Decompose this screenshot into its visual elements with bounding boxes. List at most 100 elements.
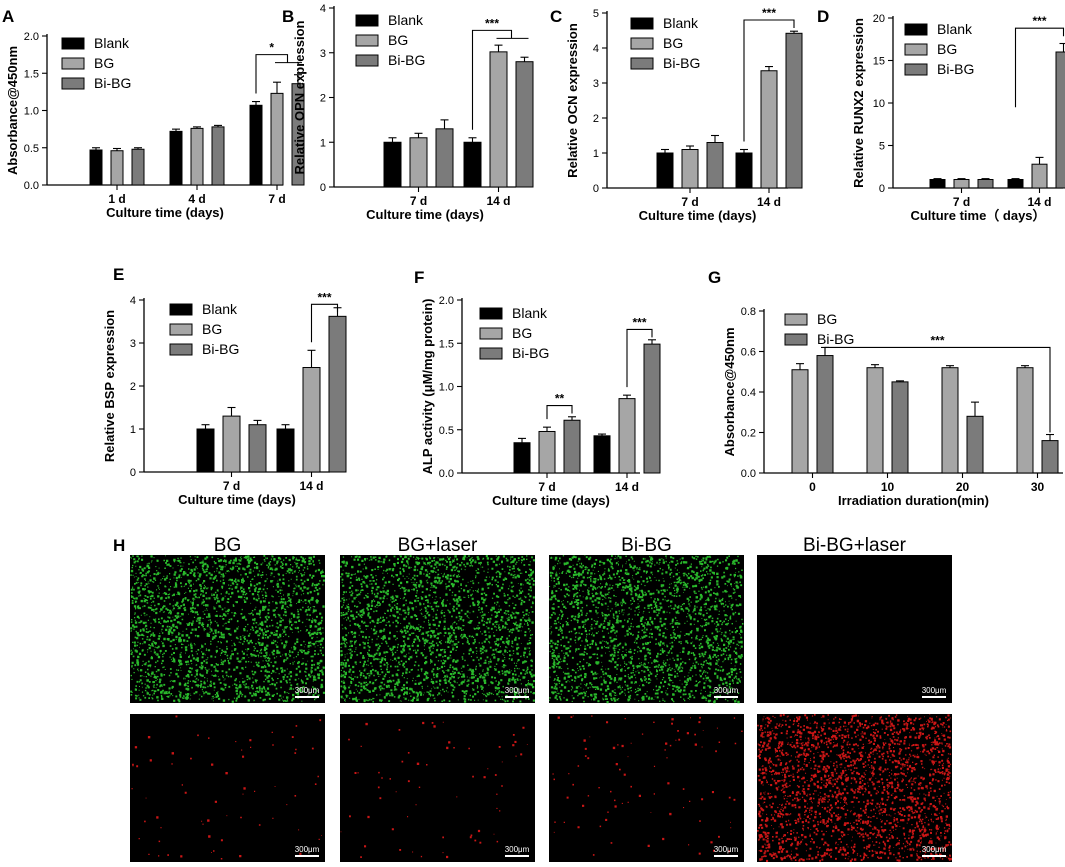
x-axis-title: Irradiation duration(min) [838, 493, 989, 508]
legend-label: Blank [388, 12, 424, 28]
y-tick-label: 4 [320, 3, 326, 15]
bar [435, 128, 454, 188]
y-tick-label: 1.0 [24, 106, 39, 118]
legend-swatch [630, 17, 654, 30]
bar [328, 315, 347, 473]
x-tick-label: 7 d [953, 195, 970, 209]
significance-label: * [269, 41, 274, 55]
micrograph-green-1: 300μm [130, 555, 325, 703]
bar [89, 149, 103, 186]
panel-label-B: B [282, 7, 294, 26]
significance-label: *** [632, 315, 646, 329]
y-tick-label: 0.8 [741, 306, 756, 318]
bar [816, 355, 834, 474]
bar [1007, 179, 1024, 189]
x-axis-title: Culture time (days) [492, 493, 610, 508]
legend-label: Bi-BG [663, 55, 700, 71]
micrograph-red-3: 300μm [549, 714, 744, 862]
y-tick-label: 0.0 [24, 180, 39, 192]
legend-swatch [904, 23, 928, 36]
column-title: Bi-BG+laser [803, 535, 907, 556]
bar [593, 435, 611, 474]
bar [538, 430, 556, 474]
y-tick-label: 1 [593, 148, 599, 160]
y-tick-label: 4 [130, 295, 136, 307]
bar [211, 126, 225, 186]
column-title: Bi-BG [621, 535, 672, 556]
legend-label: BG [202, 321, 222, 337]
micrograph-panel: H BG BG+laser Bi-BG Bi-BG+laser 300μm 300μm 300… [113, 535, 952, 862]
legend-label: Bi-BG [202, 341, 239, 357]
significance-label: *** [1032, 14, 1046, 28]
legend-swatch [169, 303, 193, 316]
scale-bar-label: 300μm [922, 845, 947, 854]
x-tick-label: 7 d [681, 195, 698, 209]
x-tick-label: 7 d [538, 480, 555, 494]
bar [656, 152, 674, 189]
x-axis-title: Culture time (days) [178, 492, 296, 507]
panel-label-F: F [414, 268, 424, 287]
x-tick-label: 20 [956, 480, 970, 494]
bar [190, 127, 204, 186]
y-axis-title: Relative BSP expression [102, 310, 117, 462]
micrograph-green-2: 300μm [340, 555, 536, 703]
bar [131, 148, 145, 186]
legend-label: BG [388, 32, 408, 48]
legend-label: Bi-BG [512, 345, 549, 361]
legend-label: Bi-BG [94, 75, 131, 91]
y-tick-label: 0.6 [741, 347, 756, 359]
legend-label: Blank [94, 35, 130, 51]
significance-bracket [546, 404, 573, 420]
x-tick-label: 14 d [299, 479, 323, 493]
y-tick-label: 2.0 [24, 31, 39, 43]
y-tick-label: 1 [130, 424, 136, 436]
bar [891, 381, 909, 474]
panel-label-D: D [817, 7, 829, 26]
y-tick-label: 0.2 [741, 428, 756, 440]
bar [953, 179, 970, 189]
micrograph-green-3: 300μm [549, 555, 744, 704]
significance-bracket [1014, 27, 1065, 108]
y-tick-label: 1.5 [24, 68, 39, 80]
x-axis-title: Culture time (days) [106, 205, 224, 220]
bar [791, 369, 809, 474]
legend-swatch [784, 313, 808, 326]
cell-dots [130, 555, 325, 703]
bar [302, 367, 321, 473]
bar [706, 142, 724, 189]
legend-label: Blank [663, 15, 699, 31]
bar [1041, 440, 1059, 474]
x-tick-label: 14 d [757, 195, 781, 209]
bar [276, 428, 295, 473]
bar [1016, 367, 1034, 474]
y-axis-title: Relative OPN expression [292, 20, 307, 174]
bar [169, 130, 183, 186]
legend-swatch [904, 43, 928, 56]
panel-label-E: E [113, 265, 124, 284]
y-tick-label: 2 [593, 113, 599, 125]
y-tick-label: 0.5 [439, 425, 454, 437]
chart-G: G 0.0 0.2 0.4 0.6 0.8 0 10 20 30 Irradiation durat… [708, 268, 1063, 508]
bar [515, 61, 534, 188]
y-tick-label: 3 [130, 338, 136, 350]
legend-swatch [904, 63, 928, 76]
y-tick-label: 15 [873, 56, 885, 68]
y-tick-label: 5 [593, 8, 599, 20]
bar [110, 150, 124, 186]
panel-label-A: A [2, 7, 14, 26]
y-axis-title: Relative RUNX2 expression [851, 18, 866, 188]
x-tick-label: 7 d [223, 479, 240, 493]
y-tick-label: 1.0 [439, 382, 454, 394]
y-tick-label: 5 [879, 141, 885, 153]
bar [270, 92, 284, 186]
significance-label: ** [555, 392, 565, 406]
legend-swatch [630, 37, 654, 50]
legend-swatch [479, 327, 503, 340]
legend-swatch [61, 57, 85, 70]
significance-label: *** [930, 333, 944, 347]
legend-swatch [784, 333, 808, 346]
legend-swatch [355, 54, 379, 67]
